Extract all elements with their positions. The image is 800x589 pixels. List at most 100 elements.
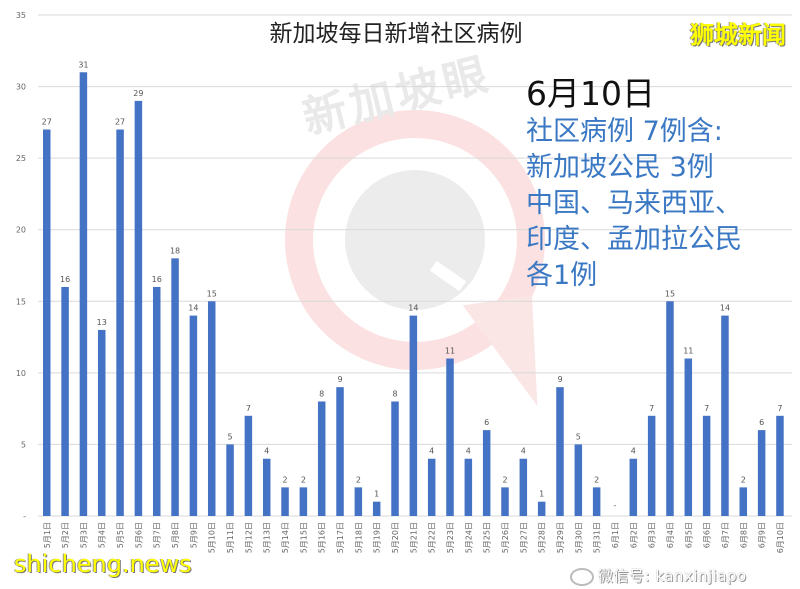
bar-value-label: 16 (60, 275, 70, 284)
x-tick-label: 5月14日 (281, 522, 290, 553)
y-axis-ticks: - 5 10 15 20 25 30 35 (16, 11, 26, 521)
x-tick-label: 5月18日 (354, 522, 363, 553)
annotation-line: 社区病例 7例含: (526, 116, 723, 147)
x-tick-label: 5月5日 (116, 522, 125, 548)
annotation-line: 中国、马来西亚、 (526, 188, 742, 219)
x-tick-label: 5月20日 (391, 522, 400, 553)
x-tick-label: 5月31日 (593, 522, 602, 553)
bar-value-label: 14 (408, 304, 418, 313)
x-tick-label: 5月24日 (464, 522, 473, 553)
x-tick-label: 5月30日 (574, 522, 583, 553)
bar (629, 458, 638, 516)
bar-value-label: 11 (445, 347, 455, 356)
bar (739, 487, 748, 516)
x-tick-label: 5月22日 (428, 522, 437, 553)
x-tick-label: 6月5日 (684, 522, 693, 548)
bar (537, 501, 546, 516)
bar-value-label: 2 (741, 475, 746, 484)
bar-value-label: 5 (228, 432, 233, 441)
bar (317, 401, 326, 516)
annotation-box: 6月10日 社区病例 7例含: 新加坡公民 3例 中国、马来西亚、 印度、孟加拉… (526, 74, 742, 294)
x-tick-label: 6月10日 (776, 522, 785, 553)
bar-value-label: 14 (188, 304, 198, 313)
bar (519, 458, 528, 516)
y-tick-label: 20 (16, 226, 26, 235)
bar (446, 358, 454, 516)
chart-title: 新加坡每日新增社区病例 (269, 21, 523, 47)
bar-value-label: 31 (78, 60, 88, 69)
bar-value-label: 7 (777, 404, 782, 413)
bar (482, 430, 491, 516)
x-axis-labels: 5月1日 5月2日 5月3日 5月4日 5月5日 5月6日 5月7日 5月8日 5月9日 5月10… (43, 522, 785, 553)
x-tick-label: 5月25日 (483, 522, 492, 553)
bar (702, 415, 711, 516)
annotation-line: 各1例 (526, 260, 598, 291)
y-tick-label: - (23, 512, 26, 521)
annotation-line: 新加坡公民 3例 (526, 152, 714, 183)
bar (372, 501, 381, 516)
bar (61, 286, 69, 516)
bar-value-label: 16 (152, 275, 162, 284)
bar (189, 315, 198, 516)
bar-value-label: 4 (521, 447, 526, 456)
bar-value-label: 11 (683, 347, 693, 356)
bar-value-label: 2 (502, 475, 507, 484)
bar (207, 301, 216, 516)
x-tick-label: 5月11日 (226, 522, 235, 553)
bar-value-label: 1 (539, 490, 544, 499)
bar (684, 358, 693, 516)
bar-value-label: 13 (97, 318, 107, 327)
bar (757, 430, 766, 516)
x-tick-label: 5月8日 (171, 522, 180, 548)
bar-value-label: 1 (374, 490, 379, 499)
x-tick-label: 5月9日 (189, 522, 198, 548)
bar-value-label: 27 (42, 118, 52, 127)
bar-value-label: 7 (246, 404, 251, 413)
bar (79, 72, 88, 516)
bar-value-label: 29 (133, 89, 143, 98)
bar (152, 286, 161, 516)
bar (354, 487, 363, 516)
bar-value-label: 2 (356, 475, 361, 484)
x-tick-label: 6月7日 (721, 522, 730, 548)
x-tick-label: 5月13日 (263, 522, 272, 553)
x-tick-label: 5月12日 (244, 522, 253, 553)
x-tick-label: 6月8日 (739, 522, 748, 548)
bar-value-label: 4 (429, 447, 434, 456)
x-tick-label: 5月19日 (373, 522, 382, 553)
bar-value-label: 27 (115, 118, 125, 127)
bar-value-label: 7 (704, 404, 709, 413)
x-tick-label: 5月4日 (98, 522, 107, 548)
x-tick-label: 5月29日 (556, 522, 565, 553)
bar (262, 458, 271, 516)
y-tick-label: 25 (16, 154, 26, 163)
bar (464, 458, 473, 516)
bar (574, 444, 583, 516)
x-tick-label: 5月21日 (409, 522, 418, 553)
bar-value-label: - (614, 501, 617, 510)
y-tick-label: 5 (21, 440, 26, 449)
bar (116, 129, 124, 516)
x-tick-label: 5月1日 (43, 522, 52, 548)
bar (592, 487, 601, 516)
x-tick-label: 5月6日 (134, 522, 143, 548)
x-tick-label: 5月15日 (299, 522, 308, 553)
x-tick-label: 5月27日 (519, 522, 528, 553)
annotation-date: 6月10日 (526, 74, 655, 113)
x-tick-label: 5月26日 (501, 522, 510, 553)
bar-value-label: 6 (759, 418, 764, 427)
x-tick-label: 5月17日 (336, 522, 345, 553)
x-tick-label: 5月2日 (61, 522, 70, 548)
bar-value-label: 2 (282, 475, 287, 484)
bar (666, 301, 674, 516)
wechat-icon (570, 567, 594, 586)
bar-value-label: 2 (594, 475, 599, 484)
wechat-id: 微信号: kanxinjiapo (598, 567, 747, 585)
y-tick-label: 15 (16, 297, 26, 306)
bar-value-label: 5 (576, 432, 581, 441)
brand-watermark-bottom: shicheng.news (14, 550, 192, 578)
bar-value-label: 4 (466, 447, 471, 456)
bar (171, 258, 179, 516)
bar-value-label: 7 (649, 404, 654, 413)
